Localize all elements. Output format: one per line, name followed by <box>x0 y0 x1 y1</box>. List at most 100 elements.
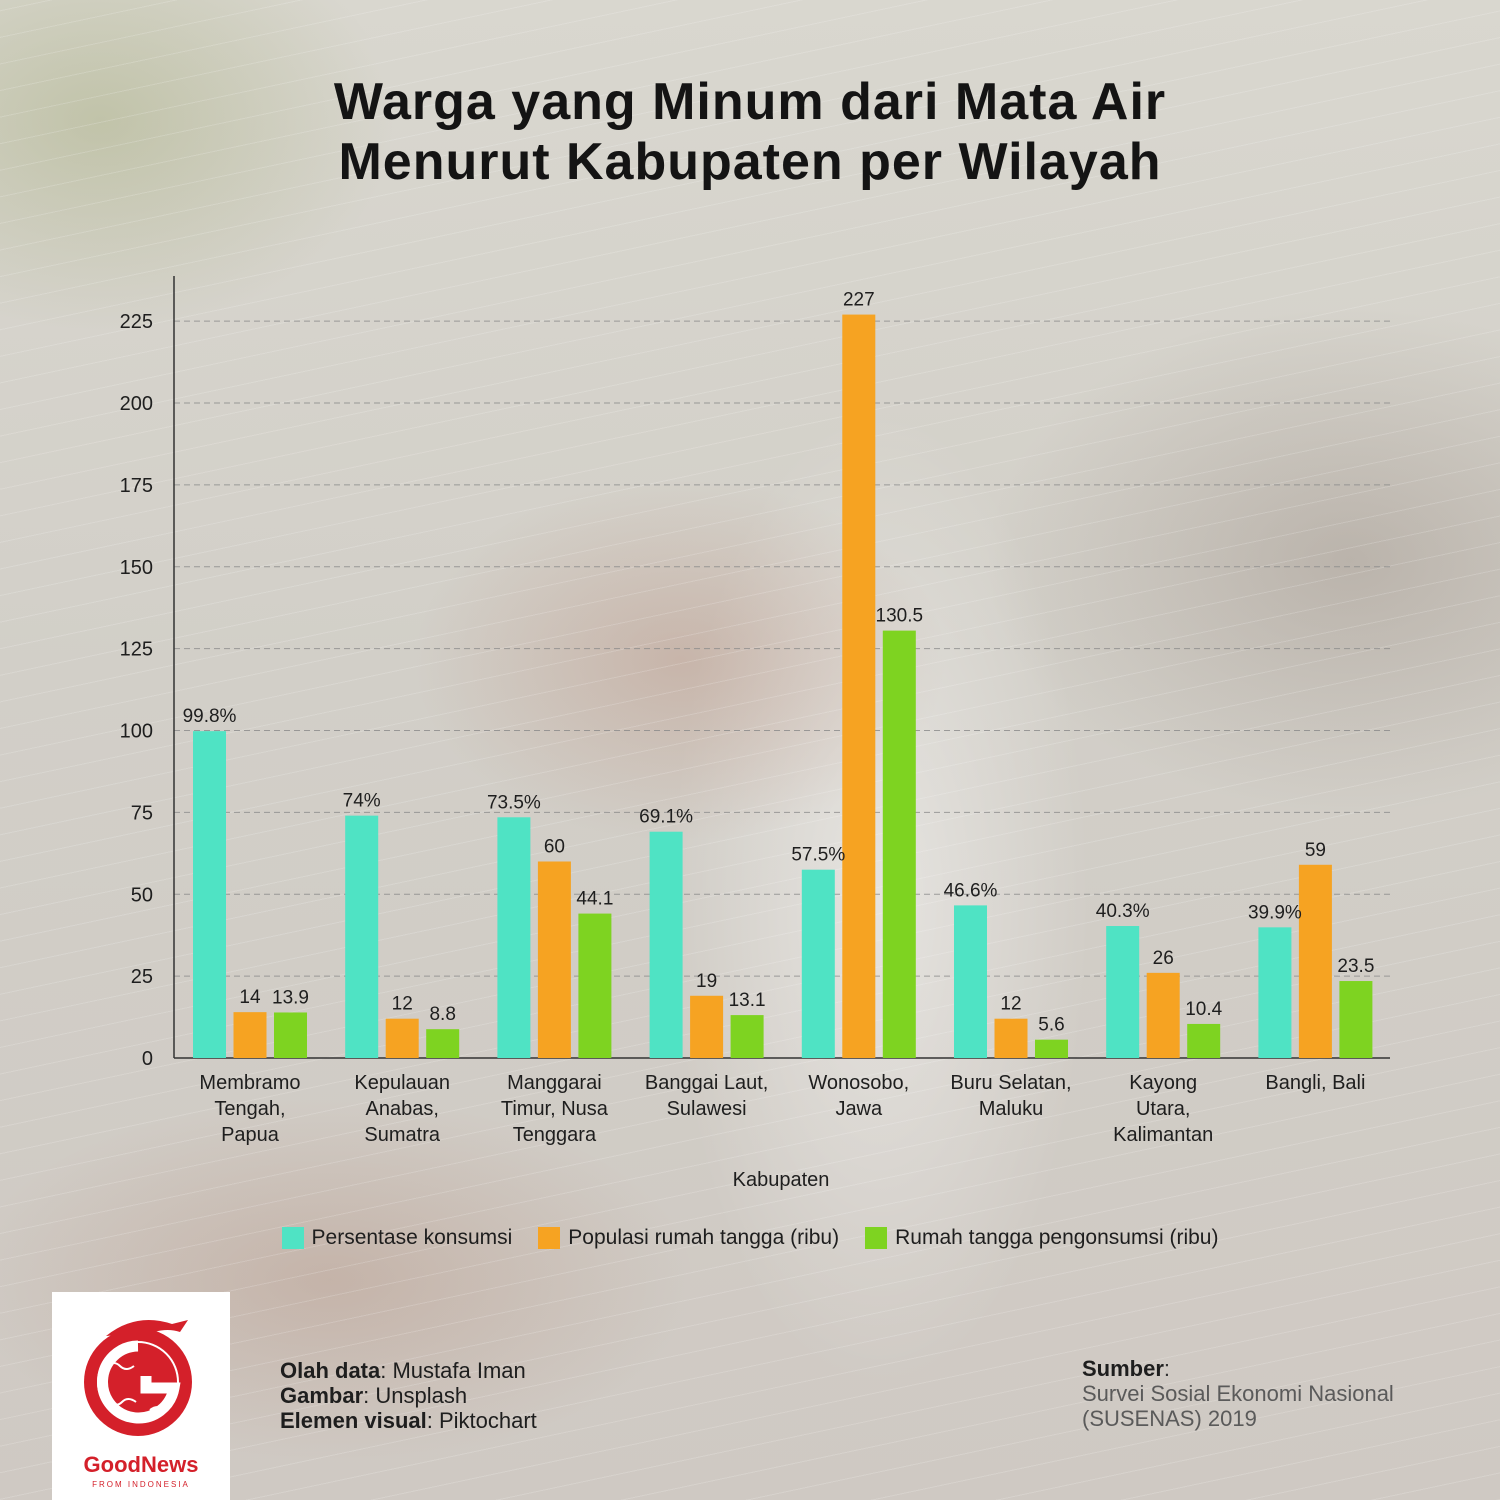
credit-image-value: : Unsplash <box>363 1383 468 1408</box>
bar-value-label: 8.8 <box>429 1004 455 1025</box>
x-category-label: Buru Selatan, Maluku <box>950 1072 1071 1120</box>
x-category-label: Kayong Utara, Kalimantan <box>1113 1072 1213 1146</box>
y-tick-label: 50 <box>131 884 153 906</box>
bar <box>1106 926 1140 1058</box>
y-tick-label: 150 <box>120 557 153 579</box>
legend-label-populasi: Populasi rumah tangga (ribu) <box>568 1226 840 1249</box>
source-line-1: Survei Sosial Ekonomi Nasional <box>1082 1381 1394 1406</box>
legend-label-persentase: Persentase konsumsi <box>311 1226 513 1249</box>
bar <box>649 831 683 1058</box>
x-category-label-line: Kayong <box>1129 1072 1197 1094</box>
bar-value-label: 26 <box>1153 948 1174 969</box>
logo-name: GoodNews <box>83 1452 199 1477</box>
legend-item-persentase: Persentase konsumsi <box>281 1226 513 1250</box>
y-tick-label: 125 <box>120 639 153 661</box>
credits: Olah data: Mustafa Iman Gambar: Unsplash… <box>280 1358 537 1433</box>
x-category-label-line: Timur, Nusa <box>501 1098 609 1120</box>
x-category-label-line: Banggai Laut, <box>645 1072 768 1094</box>
y-tick-label: 0 <box>142 1048 153 1070</box>
bar <box>1298 864 1332 1058</box>
legend-swatch-populasi <box>538 1227 561 1249</box>
credit-visual-value: : Piktochart <box>426 1408 537 1433</box>
y-tick-labels: 0 25 50 75 100 125 150 175 200 225 <box>120 311 153 1070</box>
bar <box>578 913 612 1058</box>
bar-value-label: 5.6 <box>1038 1015 1064 1036</box>
x-category-label-line: Anabas, <box>366 1098 439 1120</box>
legend-swatch-pengonsumsi <box>865 1227 888 1249</box>
bar-value-label: 60 <box>544 837 565 858</box>
legend-label-pengonsumsi: Rumah tangga pengonsumsi (ribu) <box>895 1226 1219 1249</box>
bar <box>1187 1023 1221 1058</box>
bar <box>193 731 226 1058</box>
bar <box>801 869 835 1058</box>
x-category-label-line: Tenggara <box>513 1124 597 1146</box>
credit-data: Olah data: Mustafa Iman <box>280 1358 537 1383</box>
garuda-emblem-icon <box>84 1320 192 1436</box>
credit-data-value: : Mustafa Iman <box>380 1358 526 1383</box>
bar-value-label: 227 <box>843 290 875 311</box>
credit-image: Gambar: Unsplash <box>280 1383 537 1408</box>
x-category-label: Wonosobo, Jawa <box>808 1072 909 1120</box>
bar <box>537 861 571 1058</box>
credit-visual: Elemen visual: Piktochart <box>280 1408 537 1433</box>
bar-value-label: 13.9 <box>272 987 309 1008</box>
y-tick-label: 25 <box>131 966 153 988</box>
bar-value-label: 40.3% <box>1096 901 1150 922</box>
bar-value-label: 99.8% <box>183 706 237 727</box>
bar <box>497 817 531 1058</box>
chart-legend: Persentase konsumsi Populasi rumah tangg… <box>0 1226 1500 1250</box>
legend-item-pengonsumsi: Rumah tangga pengonsumsi (ribu) <box>865 1226 1218 1250</box>
x-category-label-line: Bangli, Bali <box>1265 1072 1365 1094</box>
logo-tagline: FROM INDONESIA <box>92 1480 190 1489</box>
x-category-labels: Membramo Tengah, Papua Kepulauan Anabas, Suma… <box>199 1072 1365 1146</box>
bar <box>1146 972 1180 1058</box>
source-colon: : <box>1163 1356 1171 1381</box>
bar <box>426 1029 460 1058</box>
source: Sumber: Survei Sosial Ekonomi Nasional (… <box>1082 1356 1394 1431</box>
bar-value-labels: 99.8% 14 13.9 74% 12 8.8 73.5% 60 44.1 69.1% 19 13.… <box>183 290 1375 1036</box>
bar-value-label: 130.5 <box>876 606 924 627</box>
bar-value-label: 12 <box>1000 994 1021 1015</box>
bar <box>882 630 916 1058</box>
x-category-label-line: Papua <box>221 1124 280 1146</box>
legend-swatch-persentase <box>281 1227 304 1249</box>
credit-image-label: Gambar <box>280 1383 364 1408</box>
y-tick-label: 75 <box>131 802 153 824</box>
bar-value-label: 39.9% <box>1248 902 1302 923</box>
bar <box>730 1015 764 1058</box>
bar-value-label: 13.1 <box>729 990 766 1011</box>
x-category-label-line: Kalimantan <box>1113 1124 1213 1146</box>
bar <box>690 995 724 1058</box>
x-category-label: Membramo Tengah, Papua <box>199 1072 300 1146</box>
bar <box>345 815 379 1058</box>
bar-value-label: 59 <box>1305 840 1326 861</box>
x-category-label-line: Maluku <box>979 1098 1043 1120</box>
bar-value-label: 12 <box>392 994 413 1015</box>
bar <box>842 314 876 1058</box>
goodnews-logo: GoodNews FROM INDONESIA <box>52 1292 230 1500</box>
credit-visual-label: Elemen visual <box>280 1408 427 1433</box>
bar <box>994 1018 1028 1058</box>
source-line-2: (SUSENAS) 2019 <box>1082 1406 1257 1431</box>
bars <box>193 314 1373 1058</box>
x-category-label-line: Membramo <box>199 1072 300 1094</box>
legend-item-populasi: Populasi rumah tangga (ribu) <box>538 1226 839 1250</box>
x-category-label: Bangli, Bali <box>1265 1072 1365 1094</box>
bar-value-label: 57.5% <box>791 845 845 866</box>
x-category-label: Manggarai Timur, Nusa Tenggara <box>501 1072 609 1146</box>
bar <box>385 1018 419 1058</box>
y-tick-label: 175 <box>120 475 153 497</box>
title-line-2: Menurut Kabupaten per Wilayah <box>338 133 1162 191</box>
x-category-label-line: Kepulauan <box>354 1072 450 1094</box>
bar-value-label: 10.4 <box>1185 999 1222 1020</box>
x-category-label: Kepulauan Anabas, Sumatra <box>354 1072 450 1146</box>
bar <box>954 905 987 1058</box>
x-category-label-line: Wonosobo, <box>808 1072 909 1094</box>
source-heading: Sumber: <box>1082 1356 1394 1381</box>
x-category-label-line: Utara, <box>1136 1098 1190 1120</box>
x-category-label-line: Manggarai <box>507 1072 602 1094</box>
x-category-label-line: Sumatra <box>364 1124 440 1146</box>
x-category-label: Banggai Laut, Sulawesi <box>645 1072 768 1120</box>
bar-value-label: 44.1 <box>576 889 613 910</box>
